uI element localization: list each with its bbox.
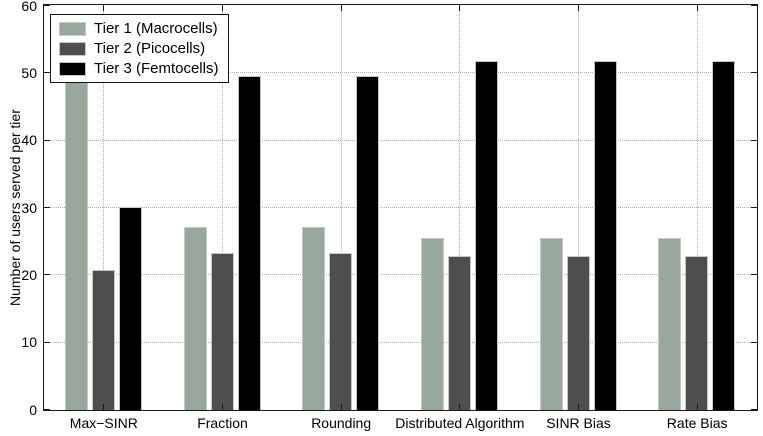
legend-swatch-tier-2 <box>59 41 86 56</box>
y-tick-40 <box>44 139 50 141</box>
x-tick-rate-bias <box>696 5 698 11</box>
y-tick-20 <box>751 274 757 276</box>
x-gridline-max-sinr <box>103 5 105 410</box>
y-tick-40 <box>751 139 757 141</box>
x-tick-rounding <box>340 404 342 410</box>
bar-tier-1-sinr-bias <box>539 237 563 410</box>
y-tick-30 <box>751 207 757 208</box>
bar-tier-3-rate-bias <box>712 61 736 410</box>
x-tick-label-sinr-bias: SINR Bias <box>546 415 611 431</box>
bar-tier-2-fraction <box>210 253 234 410</box>
bar-tier-3-max-sinr <box>118 206 142 410</box>
bar-tier-2-max-sinr <box>91 269 115 410</box>
bar-tier-2-rate-bias <box>685 256 709 410</box>
legend-swatch-tier-3 <box>59 61 86 76</box>
legend-item-tier-2: Tier 2 (Picocells) <box>59 40 218 57</box>
y-tick-30 <box>44 207 50 208</box>
y-tick-50 <box>44 72 50 74</box>
y-gridline-50 <box>44 72 757 74</box>
x-gridline-rounding <box>340 5 342 410</box>
y-tick-10 <box>751 341 757 343</box>
y-tick-label-0: 0 <box>29 401 37 418</box>
x-gridline-distributed-algorithm <box>459 5 461 410</box>
legend-item-tier-1: Tier 1 (Macrocells) <box>59 20 218 37</box>
bar-tier-3-fraction <box>237 76 261 410</box>
plot-area: Tier 1 (Macrocells) Tier 2 (Picocells) Tie… <box>43 4 758 411</box>
bar-tier-1-fraction <box>183 226 207 410</box>
x-tick-label-rounding: Rounding <box>311 415 372 431</box>
x-tick-label-distributed-algorithm: Distributed Algorithm <box>395 415 525 431</box>
y-tick-50 <box>751 72 757 74</box>
legend-label: Tier 3 (Femtocells) <box>94 60 219 77</box>
x-tick-rounding <box>340 5 342 11</box>
legend-label: Tier 1 (Macrocells) <box>94 20 218 37</box>
x-tick-sinr-bias <box>578 5 579 11</box>
bar-tier-2-distributed-algorithm <box>447 256 471 410</box>
bar-tier-2-rounding <box>329 253 353 410</box>
bar-tier-3-distributed-algorithm <box>474 61 498 410</box>
x-tick-sinr-bias <box>578 404 579 410</box>
bar-tier-1-distributed-algorithm <box>420 237 444 410</box>
x-tick-rate-bias <box>696 404 698 410</box>
y-tick-label-40: 40 <box>21 132 37 149</box>
x-tick-fraction <box>222 404 223 410</box>
bar-tier-2-sinr-bias <box>566 256 590 410</box>
y-tick-label-50: 50 <box>21 64 37 81</box>
x-gridline-fraction <box>222 5 223 410</box>
y-gridline-30 <box>44 207 757 208</box>
y-tick-10 <box>44 341 50 343</box>
y-gridline-20 <box>44 274 757 276</box>
y-gridline-40 <box>44 139 757 141</box>
x-tick-max-sinr <box>103 5 105 11</box>
y-tick-label-20: 20 <box>21 266 37 283</box>
y-tick-20 <box>44 274 50 276</box>
legend: Tier 1 (Macrocells) Tier 2 (Picocells) Tie… <box>50 14 230 83</box>
legend-swatch-tier-1 <box>59 21 86 36</box>
legend-label: Tier 2 (Picocells) <box>94 40 206 57</box>
bar-tier-1-rounding <box>302 226 326 410</box>
x-tick-label-max-sinr: Max−SINR <box>69 415 138 431</box>
x-gridline-rate-bias <box>696 5 698 410</box>
legend-item-tier-3: Tier 3 (Femtocells) <box>59 60 218 77</box>
y-tick-label-60: 60 <box>21 0 37 14</box>
x-tick-distributed-algorithm <box>459 5 461 11</box>
bar-tier-1-rate-bias <box>658 237 682 410</box>
x-gridline-sinr-bias <box>578 5 579 410</box>
x-tick-distributed-algorithm <box>459 404 461 410</box>
y-tick-0 <box>751 409 757 410</box>
x-tick-label-rate-bias: Rate Bias <box>666 415 728 431</box>
x-tick-label-fraction: Fraction <box>197 415 248 431</box>
x-tick-max-sinr <box>103 404 105 410</box>
y-tick-0 <box>44 409 50 410</box>
y-tick-label-30: 30 <box>21 199 37 216</box>
bar-tier-3-rounding <box>356 76 380 410</box>
y-gridline-10 <box>44 341 757 343</box>
y-tick-60 <box>44 5 50 6</box>
bar-tier-3-sinr-bias <box>593 61 617 410</box>
bar-tier-1-max-sinr <box>64 80 88 410</box>
x-tick-fraction <box>222 5 223 11</box>
y-tick-label-10: 10 <box>21 334 37 351</box>
y-tick-60 <box>751 5 757 6</box>
